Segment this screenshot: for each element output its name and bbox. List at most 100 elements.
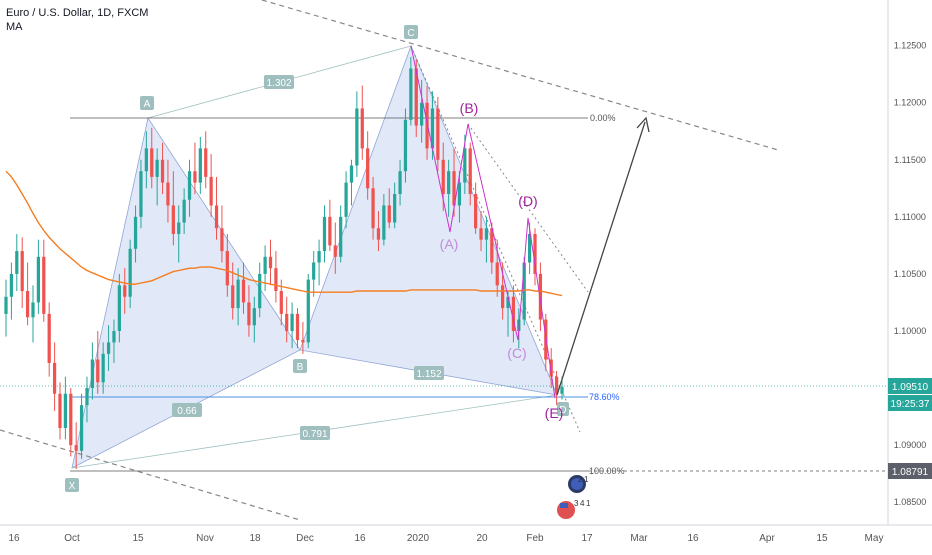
candle-body[interactable]: [301, 340, 305, 343]
candle-body[interactable]: [15, 251, 19, 274]
candle-body[interactable]: [554, 376, 559, 394]
time-axis[interactable]: 16 Oct 15 Nov 18 Dec 16 2020 20 Feb 17 M…: [8, 533, 883, 544]
candle-body[interactable]: [225, 251, 229, 286]
candle-body[interactable]: [349, 165, 354, 183]
candle-body[interactable]: [63, 393, 67, 428]
candle-body[interactable]: [85, 388, 89, 406]
candle-body[interactable]: [58, 393, 62, 428]
candle-body[interactable]: [47, 313, 51, 363]
candle-body[interactable]: [501, 285, 505, 309]
candle-body[interactable]: [241, 279, 246, 303]
candle-body[interactable]: [133, 216, 138, 249]
candle-body[interactable]: [69, 393, 73, 446]
ma-line[interactable]: [5, 170, 563, 297]
candle-body[interactable]: [279, 291, 283, 314]
candle-body[interactable]: [247, 302, 251, 326]
candle-body[interactable]: [74, 445, 78, 451]
candle-body[interactable]: [560, 386, 564, 394]
candle-body[interactable]: [387, 205, 391, 223]
candle-body[interactable]: [155, 159, 159, 177]
candle-body[interactable]: [452, 171, 456, 206]
candle-body[interactable]: [117, 285, 121, 331]
candle-body[interactable]: [4, 296, 8, 314]
candle-body[interactable]: [479, 228, 483, 240]
candle-body[interactable]: [322, 216, 327, 252]
wave-path[interactable]: [410, 45, 556, 399]
candle-body[interactable]: [360, 108, 364, 149]
candle-body[interactable]: [79, 405, 84, 451]
symbol-title[interactable]: Euro / U.S. Dollar, 1D, FXCM: [6, 7, 149, 19]
candle-body[interactable]: [527, 233, 532, 263]
candle-body[interactable]: [90, 359, 94, 389]
candle-body[interactable]: [268, 256, 273, 269]
candle-body[interactable]: [204, 148, 208, 177]
candle-body[interactable]: [20, 251, 24, 292]
candle-body[interactable]: [506, 296, 510, 309]
candle-body[interactable]: [328, 216, 332, 246]
candle-body[interactable]: [382, 205, 386, 240]
candle-body[interactable]: [371, 188, 375, 229]
candle-body[interactable]: [96, 359, 100, 383]
event-badge-bottom[interactable]: 3 4 1: [557, 499, 591, 519]
candle-body[interactable]: [457, 182, 462, 206]
candle-body[interactable]: [436, 108, 440, 160]
candle-body[interactable]: [538, 273, 543, 320]
candle-body[interactable]: [366, 148, 370, 189]
candle-body[interactable]: [106, 342, 111, 354]
candle-body[interactable]: [403, 119, 408, 172]
event-badge-top[interactable]: 2 1: [568, 475, 589, 493]
candle-body[interactable]: [468, 148, 472, 195]
candle-body[interactable]: [128, 248, 132, 297]
candle-body[interactable]: [333, 245, 337, 257]
candle-body[interactable]: [182, 199, 186, 223]
candle-body[interactable]: [166, 182, 170, 206]
candle-body[interactable]: [123, 285, 127, 297]
candle-body[interactable]: [355, 108, 359, 166]
price-axis[interactable]: [888, 0, 932, 525]
candle-body[interactable]: [484, 228, 489, 240]
candle-body[interactable]: [36, 256, 41, 303]
candle-body[interactable]: [198, 148, 202, 183]
candle-body[interactable]: [258, 273, 262, 309]
candle-body[interactable]: [549, 359, 553, 377]
candle-body[interactable]: [171, 205, 175, 234]
candle-body[interactable]: [25, 291, 30, 318]
candle-body[interactable]: [344, 182, 348, 217]
lower-trendline[interactable]: [0, 429, 301, 521]
candle-body[interactable]: [274, 268, 278, 292]
candle-body[interactable]: [474, 194, 478, 229]
candle-body[interactable]: [425, 102, 429, 149]
candle-body[interactable]: [447, 171, 451, 195]
candle-body[interactable]: [209, 176, 213, 206]
candle-body[interactable]: [214, 205, 219, 229]
candle-body[interactable]: [306, 279, 310, 343]
candle-body[interactable]: [144, 148, 148, 172]
candle-body[interactable]: [252, 308, 256, 326]
candle-body[interactable]: [31, 302, 35, 318]
candle-body[interactable]: [101, 353, 105, 383]
candle-body[interactable]: [522, 262, 526, 320]
indicator-label[interactable]: MA: [6, 21, 23, 33]
projection-arrow-line[interactable]: [556, 121, 646, 396]
candle-body[interactable]: [231, 285, 235, 309]
candle-body[interactable]: [290, 313, 294, 331]
candle-body[interactable]: [393, 194, 397, 223]
candle-body[interactable]: [317, 251, 321, 263]
candle-body[interactable]: [490, 228, 494, 263]
candle-body[interactable]: [463, 148, 467, 183]
candle-body[interactable]: [511, 296, 516, 331]
candle-body[interactable]: [495, 262, 499, 286]
candle-body[interactable]: [409, 68, 413, 120]
candle-body[interactable]: [398, 171, 402, 195]
candle-body[interactable]: [112, 330, 116, 343]
candle-body[interactable]: [150, 148, 154, 177]
candle-body[interactable]: [263, 256, 267, 274]
candle-body[interactable]: [177, 222, 181, 234]
candle-body[interactable]: [420, 102, 424, 126]
candle-body[interactable]: [533, 233, 537, 274]
candle-body[interactable]: [285, 313, 289, 331]
candle-body[interactable]: [220, 228, 224, 252]
candle-body[interactable]: [52, 362, 57, 394]
candle-body[interactable]: [236, 279, 240, 309]
